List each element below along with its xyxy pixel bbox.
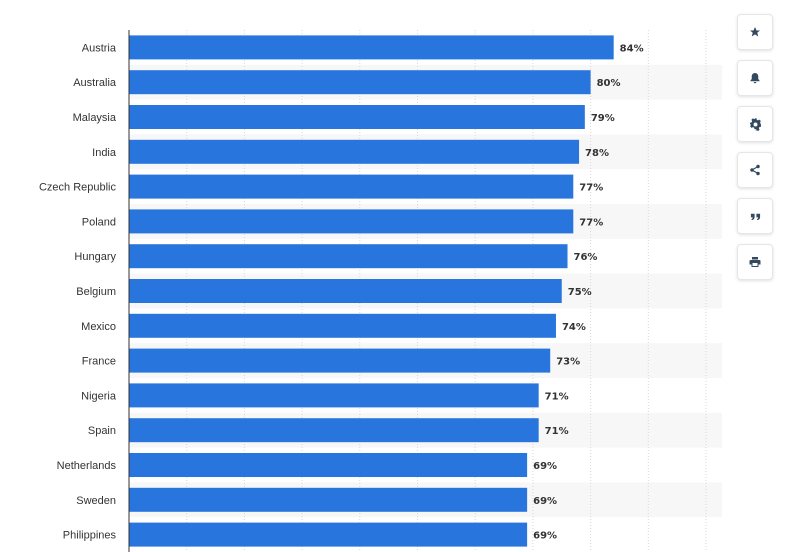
bar — [129, 105, 585, 129]
value-label: 84% — [620, 43, 644, 54]
print-icon — [749, 257, 761, 267]
value-label: 77% — [579, 183, 603, 194]
category-label: Netherlands — [57, 460, 117, 472]
notification-button[interactable] — [737, 60, 773, 96]
value-label: 71% — [545, 391, 569, 402]
bar — [129, 139, 580, 164]
value-label: 69% — [533, 496, 557, 507]
chart-toolbar — [737, 14, 773, 290]
bar — [129, 418, 539, 443]
star-icon — [750, 27, 760, 37]
favorite-button[interactable] — [737, 14, 773, 50]
value-label: 75% — [568, 287, 592, 298]
value-label: 69% — [533, 461, 557, 472]
bar — [129, 522, 528, 547]
gear-icon — [749, 117, 761, 131]
quote-icon — [750, 213, 760, 220]
print-button[interactable] — [737, 244, 773, 280]
value-label: 73% — [556, 357, 580, 368]
bar — [129, 487, 528, 512]
bar — [129, 70, 591, 95]
category-label: Nigeria — [81, 390, 117, 402]
value-label: 78% — [585, 148, 609, 159]
cite-button[interactable] — [737, 198, 773, 234]
category-label: Belgium — [76, 286, 116, 298]
category-label: India — [92, 147, 117, 159]
bar — [129, 348, 551, 373]
bar — [129, 313, 556, 338]
share-icon — [750, 164, 760, 176]
bar — [129, 453, 528, 477]
category-label: Spain — [88, 425, 116, 437]
category-label: Malaysia — [73, 112, 117, 124]
category-label: Australia — [73, 77, 117, 89]
value-label: 71% — [545, 426, 569, 437]
value-label: 79% — [591, 113, 615, 124]
bar — [129, 174, 574, 199]
category-label: Hungary — [74, 251, 116, 263]
category-label: Mexico — [81, 321, 116, 333]
category-label: Poland — [82, 216, 116, 228]
bar — [129, 244, 568, 269]
bar — [129, 279, 562, 303]
bar — [129, 209, 574, 234]
category-label: Austria — [82, 42, 117, 54]
bar — [129, 383, 539, 408]
settings-button[interactable] — [737, 106, 773, 142]
value-label: 69% — [533, 531, 557, 542]
category-label: Sweden — [76, 495, 116, 507]
value-label: 77% — [579, 217, 603, 228]
category-label: Czech Republic — [39, 182, 117, 194]
share-button[interactable] — [737, 152, 773, 188]
value-label: 74% — [562, 322, 586, 333]
bell-icon — [750, 73, 760, 84]
value-label: 80% — [597, 78, 621, 89]
category-label: France — [82, 356, 116, 368]
category-label: Philippines — [63, 530, 117, 542]
bar — [129, 35, 614, 60]
value-label: 76% — [574, 252, 598, 263]
